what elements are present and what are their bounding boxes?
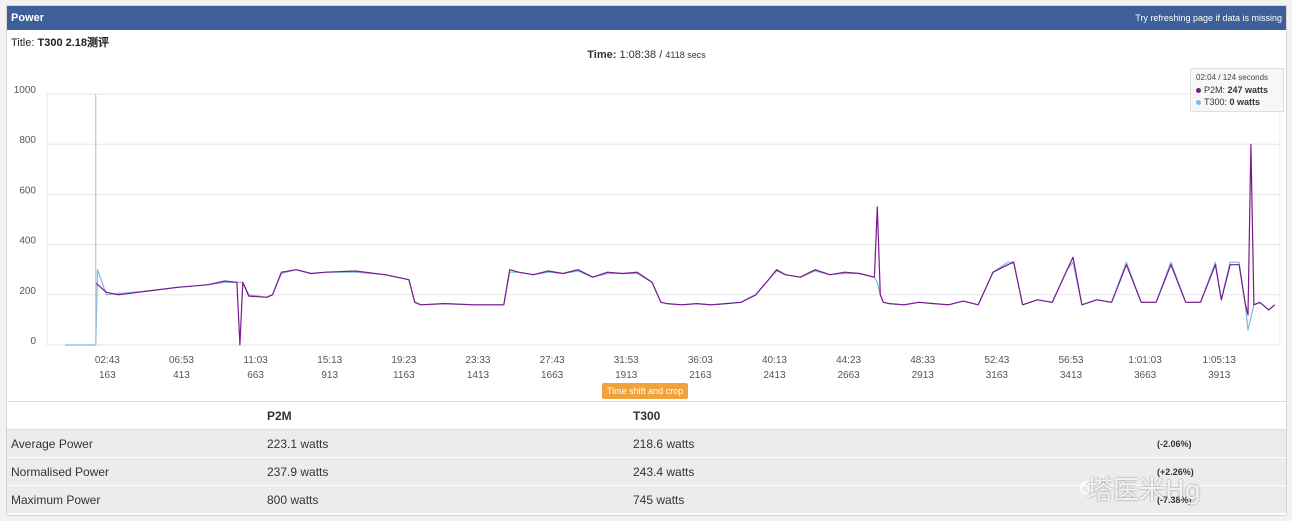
- x-tick-time-label: 1:05:13: [1203, 355, 1237, 366]
- stats-header-row: P2M T300: [7, 401, 1286, 430]
- refresh-notice: Try refreshing page if data is missing: [1135, 13, 1282, 23]
- table-row: Normalised Power 237.9 watts 243.4 watts…: [7, 457, 1286, 486]
- ride-title: Title: T300 2.18测评: [11, 34, 109, 50]
- t300-legend-dot: [1196, 100, 1201, 106]
- diff-value: (+2.26%): [1153, 457, 1286, 486]
- x-tick-time-label: 1:01:03: [1128, 355, 1162, 366]
- x-tick-time-label: 02:43: [95, 355, 120, 366]
- x-tick-sec-label: 1913: [615, 370, 638, 381]
- tooltip-p2m-name: P2M: [1204, 85, 1223, 95]
- tooltip-t300-name: T300: [1204, 97, 1225, 107]
- x-tick-time-label: 40:13: [762, 355, 787, 366]
- ride-time: Time: 1:08:38 / 4118 secs: [7, 49, 1286, 61]
- tooltip-t300-value: 0 watts: [1229, 97, 1261, 107]
- ride-title-label: Title:: [11, 37, 35, 49]
- p2m-value: 223.1 watts: [263, 429, 629, 458]
- diff-value: (-7.38%): [1153, 485, 1286, 514]
- x-tick-sec-label: 2413: [763, 370, 786, 381]
- x-tick-time-label: 23:33: [465, 355, 490, 366]
- x-tick-sec-label: 163: [99, 370, 116, 381]
- x-tick-time-label: 36:03: [688, 355, 713, 366]
- row-label: Maximum Power: [7, 485, 263, 514]
- y-tick-label: 400: [19, 236, 36, 247]
- row-label: Normalised Power: [7, 457, 263, 486]
- t300-value: 745 watts: [629, 485, 1153, 514]
- x-tick-sec-label: 663: [247, 370, 264, 381]
- time-shift-crop-button[interactable]: Time shift and crop: [602, 383, 689, 399]
- x-tick-time-label: 31:53: [614, 355, 639, 366]
- plot-area: [46, 93, 1281, 346]
- ride-title-value: T300 2.18测评: [37, 37, 110, 49]
- power-chart[interactable]: 0 200 400 600 800 1000 02:43 163 06:53 413 11:03 66…: [7, 66, 1287, 384]
- x-tick-sec-label: 1163: [393, 370, 415, 381]
- tooltip-header: 02:04 / 124 seconds: [1196, 73, 1269, 82]
- x-tick-sec-label: 3663: [1134, 370, 1157, 381]
- p2m-legend-dot: [1196, 88, 1201, 94]
- x-tick-sec-label: 1413: [467, 370, 490, 381]
- watermark-text: 塔医米Hg: [1087, 476, 1202, 506]
- diff-value: (-2.06%): [1153, 429, 1286, 458]
- y-tick-label: 1000: [14, 85, 37, 96]
- stats-header-blank: [7, 401, 263, 430]
- x-tick-sec-label: 3413: [1060, 370, 1083, 381]
- x-tick-time-label: 52:43: [984, 355, 1009, 366]
- table-row: Average Power 223.1 watts 218.6 watts (-…: [7, 429, 1286, 458]
- x-tick-time-label: 11:03: [243, 355, 268, 366]
- time-separator: /: [659, 49, 663, 61]
- x-tick-sec-label: 1663: [541, 370, 564, 381]
- x-tick-sec-label: 413: [173, 370, 190, 381]
- x-tick-time-label: 56:53: [1058, 355, 1083, 366]
- tooltip-p2m-value: 247 watts: [1227, 85, 1269, 95]
- p2m-value: 800 watts: [263, 485, 629, 514]
- stats-header-t300: T300: [629, 401, 1153, 430]
- power-panel: Power Try refreshing page if data is mis…: [6, 5, 1287, 516]
- x-tick-sec-label: 2163: [689, 370, 712, 381]
- p2m-value: 237.9 watts: [263, 457, 629, 486]
- stats-header-diff: [1153, 401, 1286, 430]
- time-seconds: 4118 secs: [665, 50, 706, 60]
- time-value: 1:08:38: [619, 49, 657, 61]
- y-tick-label: 0: [30, 336, 36, 347]
- stats-header-p2m: P2M: [263, 401, 629, 430]
- x-tick-sec-label: 913: [321, 370, 338, 381]
- table-row: Maximum Power 800 watts 745 watts (-7.38…: [7, 485, 1286, 514]
- y-tick-label: 600: [19, 185, 36, 196]
- x-tick-time-label: 48:33: [910, 355, 935, 366]
- x-tick-time-label: 19:23: [391, 355, 416, 366]
- weibo-logo-icon: [1080, 475, 1107, 496]
- x-tick-time-label: 44:23: [836, 355, 861, 366]
- x-tick-time-label: 06:53: [169, 355, 194, 366]
- x-tick-sec-label: 2663: [837, 370, 860, 381]
- x-tick-time-label: 27:43: [540, 355, 565, 366]
- stats-table: P2M T300 Average Power 223.1 watts 218.6…: [7, 401, 1286, 514]
- tooltip-row-t300: T300: 0 watts: [1196, 96, 1278, 108]
- row-label: Average Power: [7, 429, 263, 458]
- x-tick-sec-label: 2913: [912, 370, 935, 381]
- chart-tooltip: 02:04 / 124 seconds P2M: 247 watts T300:…: [1190, 68, 1284, 112]
- panel-title: Power: [11, 12, 45, 24]
- time-label: Time:: [587, 49, 617, 61]
- y-tick-label: 800: [19, 135, 36, 146]
- x-tick-sec-label: 3163: [986, 370, 1009, 381]
- x-tick-sec-label: 3913: [1208, 370, 1231, 381]
- series-line-p2m: [95, 143, 1276, 346]
- panel-header: Power Try refreshing page if data is mis…: [7, 6, 1286, 30]
- tooltip-row-p2m: P2M: 247 watts: [1196, 84, 1278, 96]
- y-tick-label: 200: [19, 286, 36, 297]
- t300-value: 218.6 watts: [629, 429, 1153, 458]
- x-tick-time-label: 15:13: [317, 355, 342, 366]
- t300-value: 243.4 watts: [629, 457, 1153, 486]
